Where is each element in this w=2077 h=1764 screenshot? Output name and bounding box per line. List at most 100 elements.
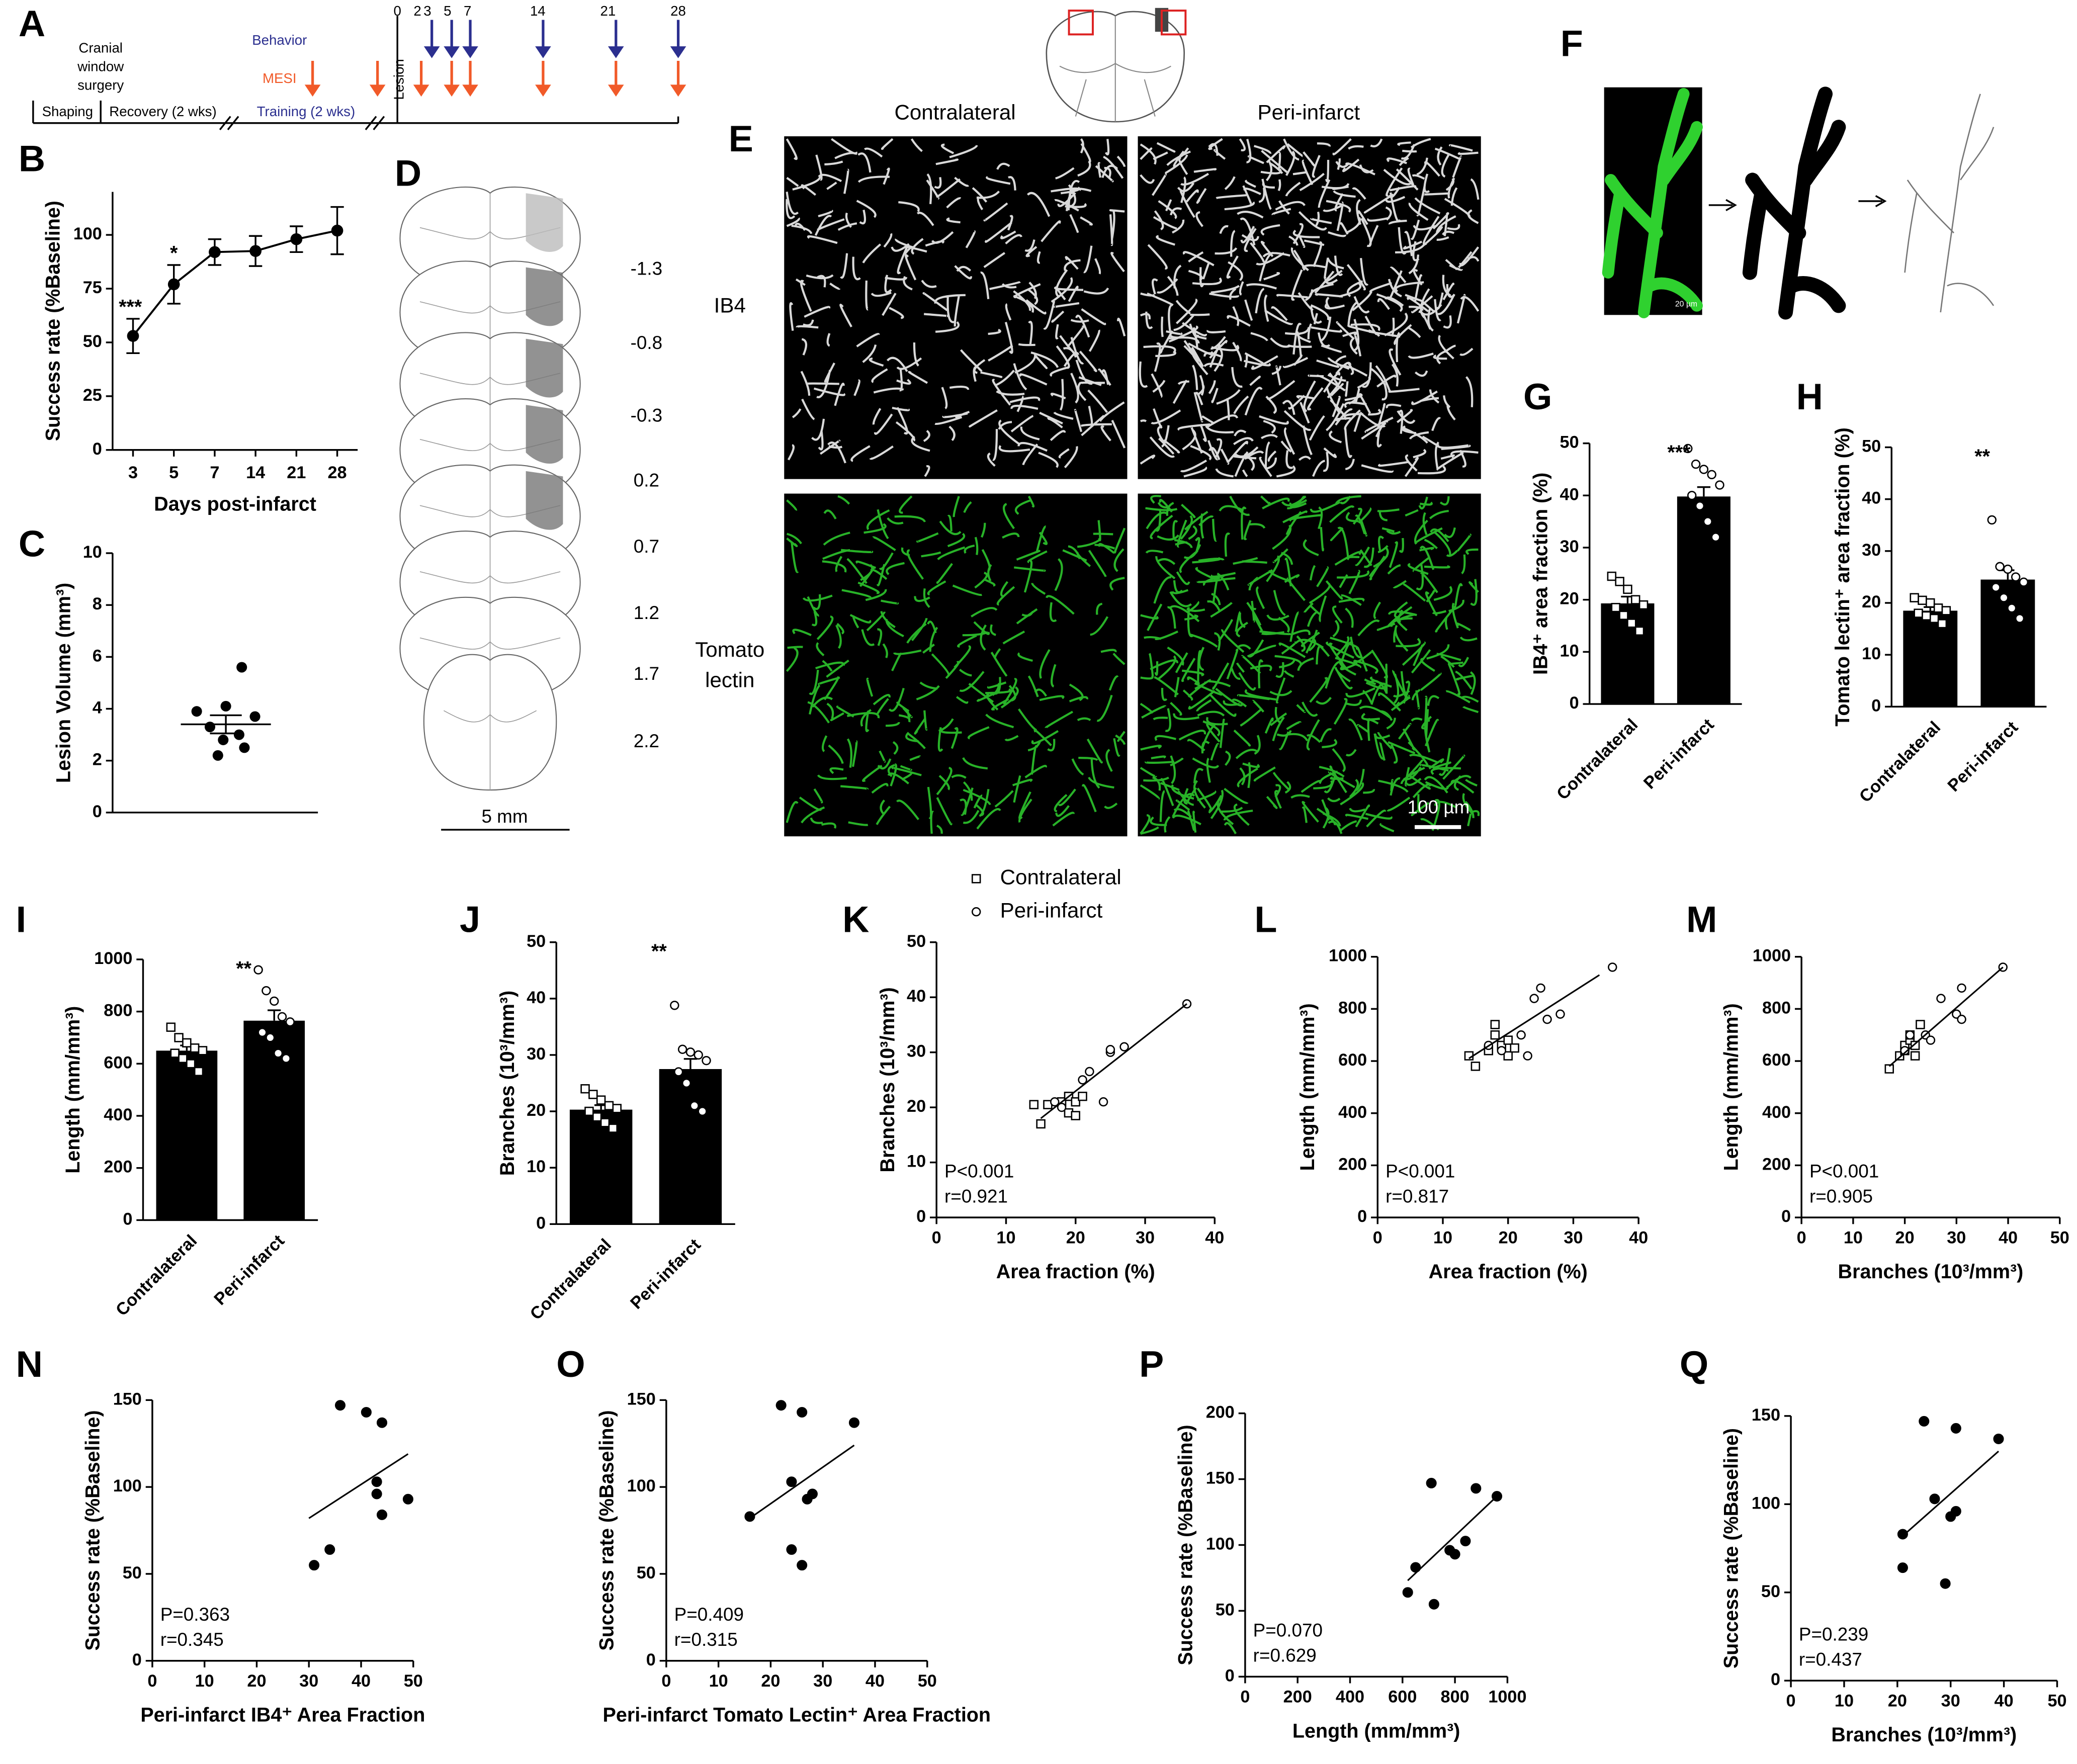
point [1711,533,1720,542]
y-axis-title: Length (mm/mm³) [1720,1003,1743,1171]
point [285,1017,295,1027]
y-axis-title: Success rate (%Baseline) [42,201,64,441]
stat-label: P<0.001 [1809,1161,1879,1181]
point [786,1476,797,1487]
y-axis-title: Length (mm/mm³) [1296,1003,1319,1171]
fit-line [1468,974,1600,1060]
y-tick-label: 50 [527,932,546,951]
y-tick-label: 400 [1338,1103,1367,1122]
point [592,1112,602,1122]
point [685,1047,696,1057]
x-tick-label: Peri-infarct [1944,718,2022,796]
fit-line [1407,1495,1498,1581]
row-label: IB4 [714,294,746,317]
point [596,1095,606,1105]
lesion-area [526,193,563,252]
x-tick-label: 20 [761,1671,780,1691]
stat-label: P<0.001 [1386,1161,1455,1181]
y-tick-label: 150 [1206,1469,1235,1488]
point [334,1400,346,1411]
y-tick-label: 400 [104,1105,132,1124]
y-tick-label: 600 [1338,1050,1367,1070]
bar [1677,496,1730,704]
legend-label: Peri-infarct [1000,898,1103,922]
day-label: 21 [600,3,616,19]
coronal-icon [1046,8,1187,123]
x-tick-label: 50 [2047,1691,2066,1710]
point [1905,1030,1915,1040]
arrow-head [608,84,624,97]
point [1623,584,1632,594]
y-tick-label: 200 [1762,1155,1791,1174]
x-tick-label: 30 [1941,1691,1960,1710]
point [1936,994,1946,1003]
day-label: 14 [530,3,546,19]
point [1460,1536,1471,1547]
y-axis-title: Success rate (%Baseline) [1174,1425,1196,1665]
point [270,996,279,1006]
arrow [1708,199,1737,211]
x-tick-label: 40 [352,1671,371,1691]
x-tick-label: Peri-infarct [627,1235,705,1313]
fit-line [1902,1450,2000,1537]
sem-bar [210,714,242,735]
point [253,965,263,975]
y-tick-label: 20 [1862,592,1881,611]
panel-label: E [729,118,753,159]
point [194,1067,204,1077]
panel-label: I [16,899,26,940]
y-tick-label: 10 [83,543,102,562]
point [1631,595,1640,604]
fit-line [308,1453,409,1519]
row-label: Tomato [695,638,764,661]
y-axis-title: IB4⁺ area fraction (%) [1529,473,1551,675]
point [198,1046,208,1055]
point [1608,962,1617,972]
point [1987,515,1997,525]
point [797,1406,808,1418]
y-tick-label: 800 [1338,998,1367,1017]
y-tick-label: 75 [83,278,102,297]
y-tick-label: 0 [916,1207,926,1226]
level-label: -0.8 [631,332,663,353]
point [376,1417,388,1428]
x-tick-label: Contralateral [1856,718,1944,806]
point [848,1417,859,1428]
y-tick-label: 30 [527,1044,546,1064]
x-tick-label: 200 [1283,1687,1312,1706]
error-bar [268,1009,281,1021]
level-label: 2.2 [634,731,659,751]
point [1555,1009,1565,1019]
arrow-head [444,84,460,97]
level-label: -0.3 [631,405,663,426]
point [1071,1111,1080,1120]
point [170,1048,180,1058]
y-tick-label: 30 [1862,541,1881,560]
annotation: ** [1974,446,1990,468]
x-tick-label: Peri-infarct [1640,715,1718,793]
point [612,1104,622,1113]
point [2019,577,2029,587]
panel-label: N [16,1343,43,1385]
x-tick-label: 20 [1895,1228,1915,1247]
x-tick-label: Contralateral [1553,715,1641,804]
phase-label: Shaping [42,104,93,119]
y-tick-label: 20 [907,1097,926,1116]
x-tick-label: 400 [1336,1687,1364,1706]
fit-line [1888,966,2004,1067]
y-tick-label: 1000 [94,949,132,968]
x-tick-label: 20 [1499,1228,1518,1247]
y-tick-label: 10 [1862,644,1881,663]
x-tick-label: 21 [287,463,306,482]
point [1611,603,1620,612]
stat-label: P=0.070 [1253,1620,1323,1641]
y-tick-label: 800 [1762,998,1791,1017]
point [1715,480,1724,490]
point [681,1078,691,1088]
x-tick-label: 40 [1629,1228,1648,1247]
point [698,1106,707,1116]
arrow-head [608,46,624,58]
point [1057,1102,1067,1112]
point [1995,562,2005,571]
y-axis-title: Branches (10³/mm³) [877,987,899,1172]
